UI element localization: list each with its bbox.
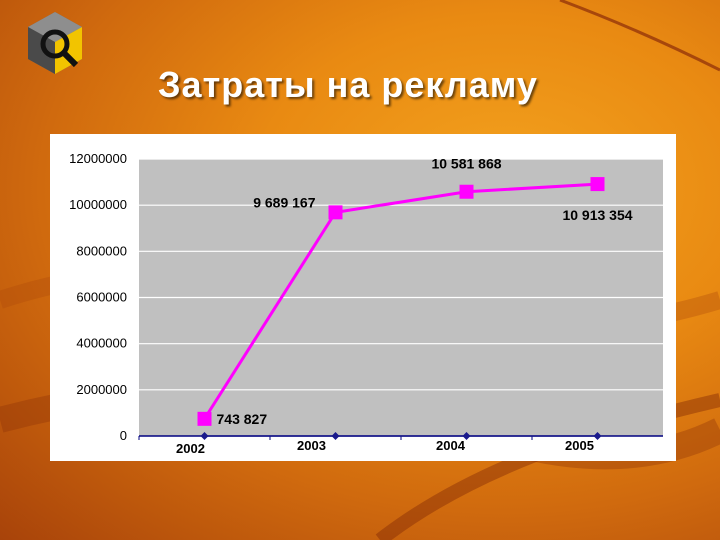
series-main-point [197,411,212,426]
y-tick-label: 12000000 [69,151,127,166]
x-tick-label: 2004 [436,438,466,453]
y-tick-label: 6000000 [76,290,127,305]
series-base-point [462,432,471,440]
line-chart: 0 2000000 4000000 6000000 8000000 10000000 120… [69,151,663,456]
series-main-line [203,182,598,420]
y-tick-label: 0 [120,428,127,443]
series-base-point [331,432,340,440]
series-main-point [590,177,605,192]
y-tick-label: 2000000 [76,382,127,397]
hexagon-search-logo-icon [28,12,82,74]
y-tick-label: 10000000 [69,197,127,212]
y-tick-label: 4000000 [76,336,127,351]
series-main-point [328,205,343,220]
x-tick-label: 2003 [297,438,326,453]
y-tick-label: 8000000 [76,243,127,258]
data-label: 9 689 167 [253,194,315,210]
data-label: 10 913 354 [562,207,632,223]
series-main-point [459,184,474,199]
data-label: 10 581 868 [431,156,501,172]
chart-panel: 0 2000000 4000000 6000000 8000000 10000000 120… [50,134,676,461]
x-tick-label: 2005 [565,438,594,453]
x-tick-label: 2002 [176,441,205,456]
series-base-point [593,432,602,440]
slide-title: Затраты на рекламу [158,64,538,105]
series-base-point [200,432,209,440]
data-label: 743 827 [217,411,268,427]
